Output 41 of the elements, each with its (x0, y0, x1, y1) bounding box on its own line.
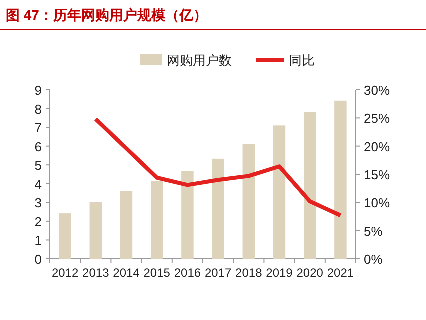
bar (120, 191, 133, 259)
y2-tick-label: 30% (364, 83, 390, 98)
legend-label: 同比 (289, 53, 315, 68)
y-tick-label: 3 (34, 196, 42, 211)
y-tick-label: 0 (34, 252, 42, 267)
x-tick-label: 2012 (52, 266, 79, 280)
bar (304, 112, 316, 259)
x-tick-label: 2021 (327, 266, 354, 280)
x-tick-label: 2015 (144, 266, 171, 280)
bar (273, 126, 286, 259)
bar (212, 158, 224, 259)
line-series (94, 117, 343, 218)
y-tick-label: 7 (34, 120, 42, 136)
x-tick-label: 2020 (296, 266, 324, 280)
y-tick-label: 6 (34, 139, 42, 154)
bar (150, 181, 164, 259)
y2-tick-label: 5% (364, 224, 384, 239)
y-tick-label: 4 (34, 176, 42, 192)
x-tick-label: 2018 (236, 266, 263, 280)
bar (182, 171, 194, 259)
legend-label: 网购用户数 (167, 53, 232, 68)
y-tick-label: 1 (34, 233, 42, 248)
y2-tick-label: 10% (364, 196, 390, 211)
y2-tick-label: 20% (364, 139, 390, 154)
x-tick-label: 2013 (82, 266, 110, 280)
bar (59, 214, 72, 259)
y2-tick-label: 15% (364, 168, 390, 182)
y2-tick-label: 25% (364, 111, 390, 126)
y2-tick-label: 0% (364, 252, 384, 267)
chart-title: 图 47：历年网购用户规模（亿） (6, 7, 208, 23)
x-tick-label: 2017 (204, 266, 232, 280)
bar (242, 144, 256, 259)
y-tick-label: 2 (34, 214, 42, 230)
x-tick-label: 2016 (174, 266, 202, 280)
x-tick-label: 2014 (113, 266, 140, 280)
bar (90, 202, 102, 259)
y-tick-label: 9 (34, 83, 42, 98)
y-tick-label: 5 (34, 158, 42, 174)
x-tick-label: 2019 (266, 266, 294, 280)
y-tick-label: 8 (34, 102, 42, 117)
bar (334, 100, 347, 259)
